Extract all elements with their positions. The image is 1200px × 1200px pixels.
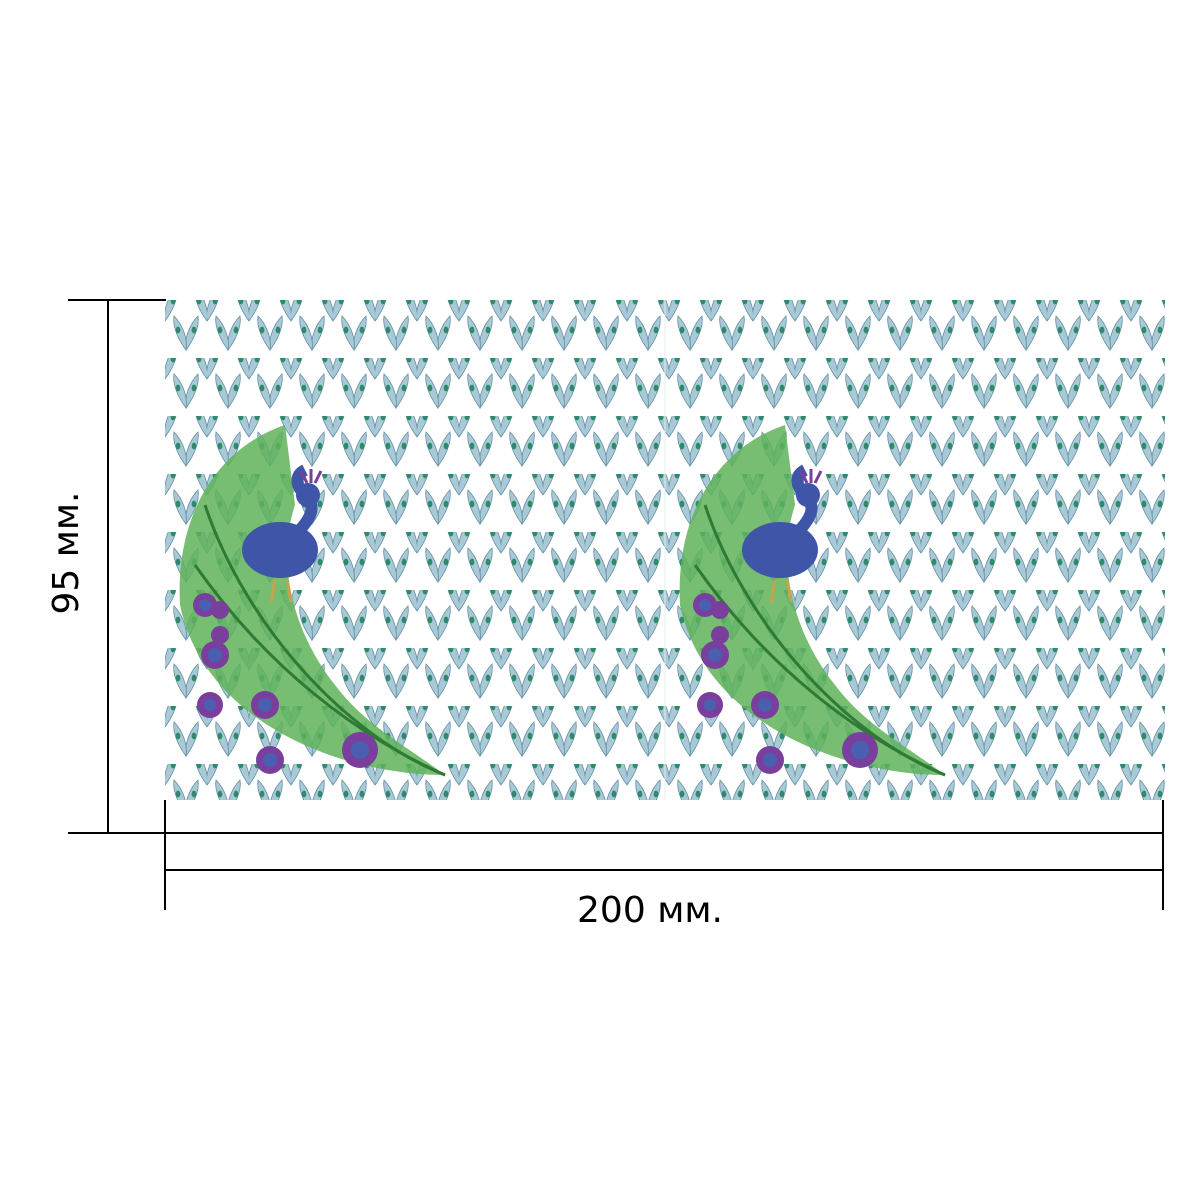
height-label: 95 мм. <box>46 491 87 614</box>
product-image <box>165 300 1165 800</box>
width-label: 200 мм. <box>577 890 723 931</box>
width-dimension: 200 мм. <box>164 800 1164 931</box>
height-dimension: 95 мм. <box>46 299 166 834</box>
